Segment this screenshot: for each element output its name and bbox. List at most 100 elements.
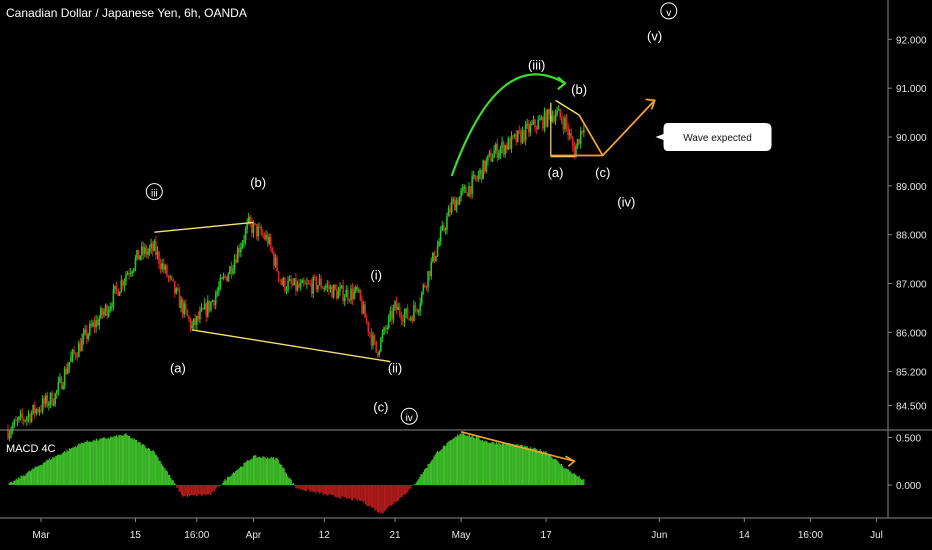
macd-histogram-bar bbox=[77, 445, 79, 485]
candle-body bbox=[373, 335, 376, 342]
candle-body bbox=[367, 321, 370, 333]
macd-histogram-bar bbox=[84, 442, 86, 485]
macd-histogram-bar bbox=[10, 481, 13, 485]
candle-body bbox=[140, 246, 143, 256]
macd-histogram-bar bbox=[364, 485, 367, 505]
macd-histogram-bar bbox=[45, 461, 47, 485]
macd-histogram-bar bbox=[106, 438, 108, 485]
candle-body bbox=[386, 327, 388, 330]
candle-body bbox=[156, 251, 159, 256]
candle-body bbox=[347, 289, 349, 300]
candle-body bbox=[559, 109, 562, 118]
macd-histogram-bar bbox=[573, 473, 575, 485]
macd-histogram-bar bbox=[261, 458, 263, 485]
candle-body bbox=[161, 263, 163, 270]
candle-body bbox=[232, 269, 234, 274]
macd-histogram-bar bbox=[262, 456, 264, 485]
candle-body bbox=[257, 226, 259, 237]
candle-body bbox=[340, 285, 343, 288]
macd-histogram-bar bbox=[101, 437, 103, 485]
macd-histogram-bar bbox=[105, 438, 107, 485]
candle-body bbox=[419, 303, 422, 311]
macd-histogram-bar bbox=[464, 434, 466, 485]
candle-body bbox=[537, 119, 540, 130]
candle-body bbox=[351, 288, 354, 300]
macd-histogram-bar bbox=[393, 485, 395, 504]
candle-body bbox=[454, 199, 456, 211]
macd-histogram-bar bbox=[392, 485, 394, 505]
macd-histogram-bar bbox=[141, 444, 144, 485]
candle-body bbox=[101, 308, 104, 315]
macd-histogram-bar bbox=[74, 446, 76, 485]
macd-histogram-bar bbox=[99, 438, 101, 485]
candle-body bbox=[266, 234, 269, 244]
candle-body bbox=[564, 117, 566, 130]
macd-histogram-bar bbox=[557, 460, 559, 485]
macd-histogram-bar bbox=[250, 458, 252, 485]
candle-body bbox=[202, 308, 204, 310]
macd-histogram-bar bbox=[544, 452, 546, 485]
candle-body bbox=[103, 311, 105, 315]
macd-histogram-bar bbox=[59, 454, 61, 485]
candle-body bbox=[133, 268, 135, 272]
macd-histogram-bar bbox=[530, 446, 532, 485]
candle-body bbox=[255, 224, 258, 237]
macd-histogram-bar bbox=[361, 485, 363, 501]
candle-body bbox=[208, 300, 211, 311]
macd-histogram-bar bbox=[230, 475, 232, 485]
candle-body bbox=[483, 160, 486, 172]
macd-histogram-bar bbox=[409, 485, 411, 489]
macd-histogram-bar bbox=[318, 485, 321, 495]
candle-body bbox=[27, 414, 30, 418]
candle-body bbox=[534, 119, 536, 128]
macd-histogram-bar bbox=[177, 485, 179, 488]
macd-histogram-bar bbox=[238, 468, 240, 485]
macd-histogram-bar bbox=[379, 485, 381, 512]
candle-body bbox=[73, 349, 75, 354]
candle-body bbox=[48, 403, 50, 406]
macd-histogram-bar bbox=[350, 485, 352, 501]
macd-histogram-bar bbox=[81, 442, 83, 485]
macd-histogram-bar bbox=[281, 465, 283, 485]
macd-histogram-bar bbox=[14, 480, 16, 485]
macd-histogram-bar bbox=[115, 434, 118, 485]
macd-histogram-bar bbox=[180, 485, 183, 495]
macd-histogram-bar bbox=[78, 443, 80, 485]
time-tick-label: 16:00 bbox=[184, 530, 209, 541]
macd-histogram-bar bbox=[271, 457, 273, 485]
candle-body bbox=[235, 259, 237, 263]
candle-body bbox=[529, 124, 532, 133]
macd-histogram-bar bbox=[480, 440, 482, 485]
macd-indicator-label[interactable]: MACD 4C bbox=[6, 443, 56, 455]
macd-histogram-bar bbox=[490, 442, 492, 485]
macd-histogram-bar bbox=[277, 459, 279, 485]
macd-histogram-bar bbox=[413, 484, 415, 485]
candle-body bbox=[331, 286, 333, 298]
macd-histogram-bar bbox=[191, 485, 193, 495]
macd-histogram-bar bbox=[486, 441, 488, 485]
macd-histogram-bar bbox=[206, 485, 209, 495]
macd-histogram-bar bbox=[35, 466, 37, 485]
candle-body bbox=[332, 284, 335, 298]
candle-body bbox=[205, 303, 208, 317]
candle-body bbox=[398, 306, 401, 315]
candle-body bbox=[538, 119, 541, 121]
candle-body bbox=[491, 157, 494, 162]
candle-body bbox=[476, 178, 478, 180]
candle-body bbox=[74, 353, 77, 357]
macd-histogram-bar bbox=[54, 456, 56, 485]
macd-histogram-bar bbox=[161, 465, 164, 485]
macd-histogram-bar bbox=[302, 485, 304, 490]
macd-histogram-bar bbox=[138, 441, 140, 485]
macd-histogram-bar bbox=[498, 442, 500, 485]
macd-histogram-bar bbox=[390, 485, 393, 506]
macd-histogram-bar bbox=[531, 448, 533, 485]
chart-title: Canadian Dollar / Japanese Yen, 6h, OAND… bbox=[6, 6, 247, 20]
candle-body bbox=[200, 308, 203, 312]
macd-histogram-bar bbox=[150, 451, 152, 485]
candle-body bbox=[561, 117, 563, 122]
candle-body bbox=[417, 310, 420, 312]
candle-body bbox=[372, 335, 374, 346]
candle-body bbox=[106, 305, 108, 317]
macd-histogram-bar bbox=[80, 442, 82, 485]
